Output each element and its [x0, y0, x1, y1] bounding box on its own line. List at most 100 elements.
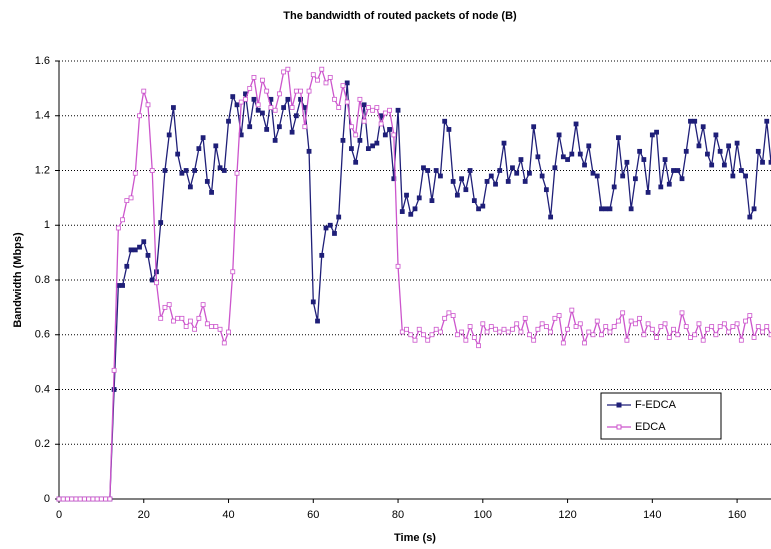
y-tick-label: 0.6: [35, 329, 50, 341]
data-point: [412, 337, 418, 343]
data-point: [302, 124, 308, 130]
data-point: [548, 329, 554, 335]
data-point: [569, 307, 575, 313]
data-point: [247, 85, 253, 91]
data-point: [675, 168, 681, 173]
legend-marker: [616, 424, 622, 430]
y-tick-label: 1: [44, 219, 50, 231]
y-tick-label: 1.2: [35, 164, 50, 176]
data-point: [518, 157, 524, 162]
data-point: [497, 329, 503, 335]
legend-label: EDCA: [635, 421, 666, 433]
data-point: [141, 88, 147, 94]
data-point: [416, 195, 422, 201]
data-point: [662, 321, 668, 327]
data-point: [768, 332, 771, 338]
data-point: [357, 137, 363, 143]
data-point: [200, 135, 206, 141]
data-point: [573, 324, 579, 329]
data-point: [573, 121, 579, 127]
data-point: [751, 206, 757, 212]
data-point: [200, 302, 206, 308]
data-point: [319, 252, 325, 258]
y-tick-label: 1.6: [35, 55, 50, 67]
data-point: [603, 324, 609, 329]
data-point: [611, 184, 617, 190]
data-point: [395, 263, 401, 269]
data-point: [226, 118, 231, 124]
data-point: [730, 324, 736, 329]
data-point: [260, 110, 265, 116]
data-point: [620, 310, 626, 316]
data-point: [264, 127, 270, 132]
data-point: [531, 337, 537, 343]
data-point: [162, 304, 168, 310]
data-point: [616, 135, 621, 141]
data-point: [353, 132, 359, 138]
data-point: [747, 313, 753, 318]
data-point: [450, 179, 456, 184]
y-tick-label: 1.4: [35, 110, 50, 122]
data-point: [209, 324, 214, 329]
data-point: [315, 77, 320, 83]
data-point: [471, 335, 477, 340]
data-point: [569, 151, 575, 157]
data-point: [586, 329, 592, 335]
data-point: [624, 337, 630, 343]
data-point: [204, 179, 210, 184]
data-point: [255, 102, 261, 108]
data-point: [535, 154, 541, 160]
data-point: [196, 315, 202, 321]
data-point: [433, 326, 439, 332]
data-point: [255, 107, 261, 113]
data-point: [260, 77, 265, 83]
data-point: [132, 247, 138, 253]
legend-box: [600, 392, 722, 440]
data-point: [323, 80, 329, 86]
data-point: [666, 181, 672, 187]
data-point: [429, 198, 435, 204]
data-point: [268, 105, 274, 110]
data-point: [734, 321, 740, 327]
data-point: [192, 168, 198, 173]
data-point: [158, 220, 164, 225]
data-point: [340, 137, 346, 143]
data-point: [552, 315, 558, 321]
data-point: [505, 329, 511, 335]
data-point: [183, 168, 189, 173]
data-point: [399, 329, 405, 335]
data-point: [365, 105, 371, 110]
data-point: [132, 170, 138, 176]
data-point: [764, 324, 770, 329]
data-point: [539, 173, 545, 179]
data-point: [361, 102, 367, 108]
data-point: [298, 96, 303, 102]
data-point: [187, 318, 193, 324]
y-tick-label: 0: [44, 493, 50, 505]
data-point: [645, 321, 651, 327]
data-point: [497, 168, 503, 173]
data-point: [149, 277, 155, 283]
data-point: [382, 132, 388, 138]
data-point: [421, 332, 426, 338]
data-point: [476, 343, 481, 349]
data-point: [387, 107, 392, 113]
data-point: [510, 326, 515, 332]
data-point: [556, 313, 562, 318]
data-point: [293, 113, 299, 119]
data-point: [471, 198, 477, 204]
data-point: [692, 118, 698, 124]
data-point: [115, 225, 121, 231]
data-point: [611, 324, 617, 329]
data-point: [738, 337, 744, 343]
data-point: [90, 496, 96, 502]
data-point: [616, 318, 621, 324]
data-point: [510, 165, 515, 171]
data-point: [319, 66, 325, 72]
data-point: [378, 121, 384, 127]
x-tick-label: 160: [728, 509, 746, 521]
data-point: [743, 173, 748, 179]
data-point: [582, 340, 587, 346]
legend-label: F-EDCA: [635, 399, 677, 411]
